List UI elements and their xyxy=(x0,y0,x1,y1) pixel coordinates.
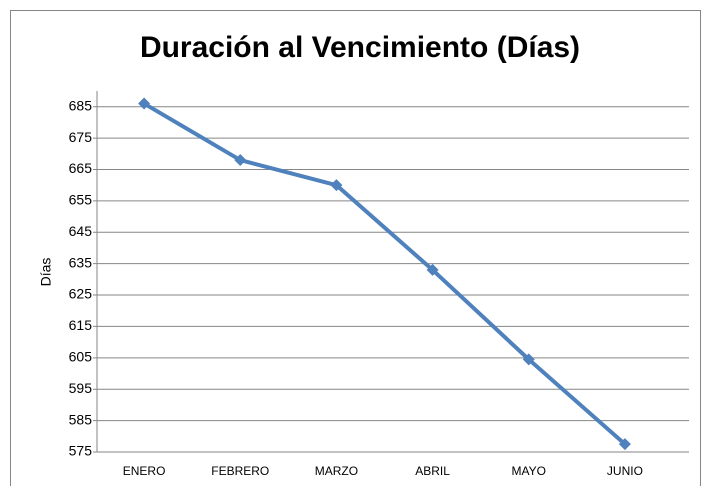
y-tick-label: 595 xyxy=(69,380,93,396)
y-tick-label: 645 xyxy=(69,223,93,239)
x-tick-label: MAYO xyxy=(512,464,546,478)
y-tick-label: 655 xyxy=(69,192,93,208)
x-tick-label: ABRIL xyxy=(415,464,450,478)
y-tick-label: 625 xyxy=(69,286,93,302)
y-tick-label: 675 xyxy=(69,129,93,145)
point-marker xyxy=(522,353,535,366)
line-series xyxy=(143,101,627,446)
point-marker xyxy=(138,97,151,110)
y-tick-label: 615 xyxy=(69,317,93,333)
y-tick-label: 575 xyxy=(69,443,93,459)
x-tick-label: MARZO xyxy=(315,464,358,478)
point-marker xyxy=(618,438,631,451)
point-marker xyxy=(234,154,247,167)
x-tick-label: ENERO xyxy=(123,464,166,478)
y-tick-label: 665 xyxy=(69,160,93,176)
point-marker xyxy=(426,263,439,276)
y-axis-label: Días xyxy=(38,258,54,287)
point-marker xyxy=(330,179,343,192)
chart-frame xyxy=(10,10,701,486)
y-tick-label: 685 xyxy=(69,97,93,113)
chart-title: Duración al Vencimiento (Días) xyxy=(140,31,580,64)
y-tick-label: 585 xyxy=(69,411,93,427)
y-tick-label: 605 xyxy=(69,349,93,365)
y-tick-label: 635 xyxy=(69,254,93,270)
x-tick-label: FEBRERO xyxy=(211,464,269,478)
x-tick-label: JUNIO xyxy=(607,464,643,478)
